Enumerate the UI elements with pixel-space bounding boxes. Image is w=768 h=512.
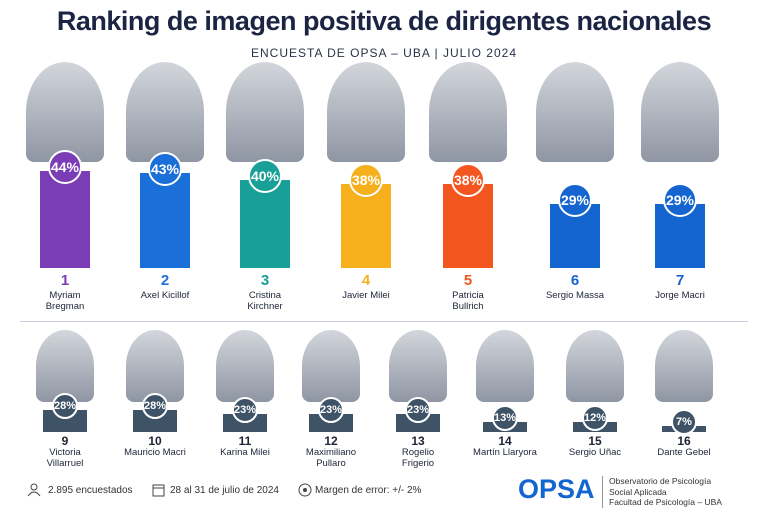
x-tick-label: Karina Milei: [220, 447, 270, 458]
rank: 12: [324, 434, 338, 448]
x-tick-label: Rogelio Frigerio: [401, 447, 435, 469]
chart-subtitle: ENCUESTA DE OPSA – UBA | JULIO 2024: [251, 46, 517, 60]
rank: 9: [61, 434, 69, 448]
divider: [20, 321, 748, 322]
org-line: Social Aplicada: [609, 486, 667, 497]
logo: OPSA: [518, 474, 595, 504]
photo: [36, 330, 94, 402]
rank: 2: [160, 272, 170, 289]
photo: [126, 62, 204, 162]
bar: [43, 409, 87, 432]
photo: [429, 62, 507, 162]
photo: [302, 330, 360, 402]
x-tick-label: Axel Kicillof: [140, 290, 190, 301]
photo: [536, 62, 614, 162]
value-label: 23%: [232, 396, 258, 423]
value-label: 40%: [248, 159, 282, 193]
value-label: 23%: [405, 396, 431, 423]
respondents: 2.895 encuestados: [48, 485, 133, 496]
chart-title: Ranking de imagen positiva de dirigentes…: [56, 6, 712, 36]
x-tick-label: Dante Gebel: [657, 447, 711, 458]
rank: 14: [498, 434, 512, 448]
value-label: 13%: [492, 404, 518, 431]
value-label: 12%: [582, 405, 608, 432]
rank: 5: [463, 272, 473, 289]
x-tick-label: Maximiliano Pullaro: [305, 447, 357, 469]
x-tick-label: Sergio Massa: [545, 290, 605, 301]
rank: 1: [60, 272, 70, 289]
value-label: 44%: [48, 150, 82, 185]
photo: [216, 330, 274, 402]
margin: Margen de error: +/- 2%: [315, 485, 422, 496]
value-label: 38%: [451, 163, 485, 198]
value-label: 23%: [318, 396, 344, 423]
photo: [476, 330, 534, 402]
value-label: 29%: [558, 183, 592, 218]
x-tick-label: Sergio Uñac: [568, 447, 622, 458]
value-label: 43%: [148, 152, 182, 187]
dates: 28 al 31 de julio de 2024: [170, 485, 279, 496]
calendar-icon: [152, 484, 165, 497]
bar: [341, 184, 391, 268]
rank: 7: [675, 272, 685, 289]
value-label: 28%: [52, 392, 78, 419]
bar: [40, 171, 90, 268]
photo: [641, 62, 719, 162]
org: Observatorio de Psicología Social Aplica…: [609, 476, 722, 508]
logo-divider: [602, 476, 603, 508]
value-label: 38%: [349, 163, 383, 198]
rank: 10: [148, 434, 162, 448]
rank: 4: [361, 272, 371, 289]
x-tick-label: Cristina Kirchner: [247, 290, 283, 312]
rank: 13: [411, 434, 425, 448]
value-label: 28%: [142, 392, 168, 419]
photo: [655, 330, 713, 402]
rank: 15: [588, 434, 602, 448]
x-tick-label: Myriam Bregman: [45, 290, 85, 312]
rank: 11: [238, 434, 252, 448]
rank: 3: [260, 272, 270, 289]
bar: [133, 409, 177, 432]
value-label: 7%: [671, 409, 697, 436]
x-tick-label: Martín Llaryora: [473, 447, 537, 458]
org-line: Facultad de Psicología – UBA: [609, 497, 722, 507]
photo: [26, 62, 104, 162]
x-tick-label: Patricia Bullrich: [452, 290, 484, 312]
org-line: Observatorio de Psicología: [609, 476, 712, 486]
x-tick-label: Jorge Macri: [655, 290, 705, 301]
value-label: 29%: [663, 183, 697, 218]
photo: [389, 330, 447, 402]
photo: [126, 330, 184, 402]
bar: [443, 184, 493, 268]
x-tick-label: Victoria Villarruel: [46, 447, 84, 469]
photo: [327, 62, 405, 162]
x-tick-label: Javier Milei: [342, 290, 390, 301]
bar: [240, 180, 290, 268]
people-icon: [27, 483, 41, 497]
bar: [140, 173, 190, 268]
target-icon: [298, 483, 312, 497]
photo: [226, 62, 304, 162]
photo: [566, 330, 624, 402]
x-tick-label: Mauricio Macri: [124, 447, 186, 458]
rank: 6: [570, 272, 580, 289]
rank: 16: [677, 434, 691, 448]
